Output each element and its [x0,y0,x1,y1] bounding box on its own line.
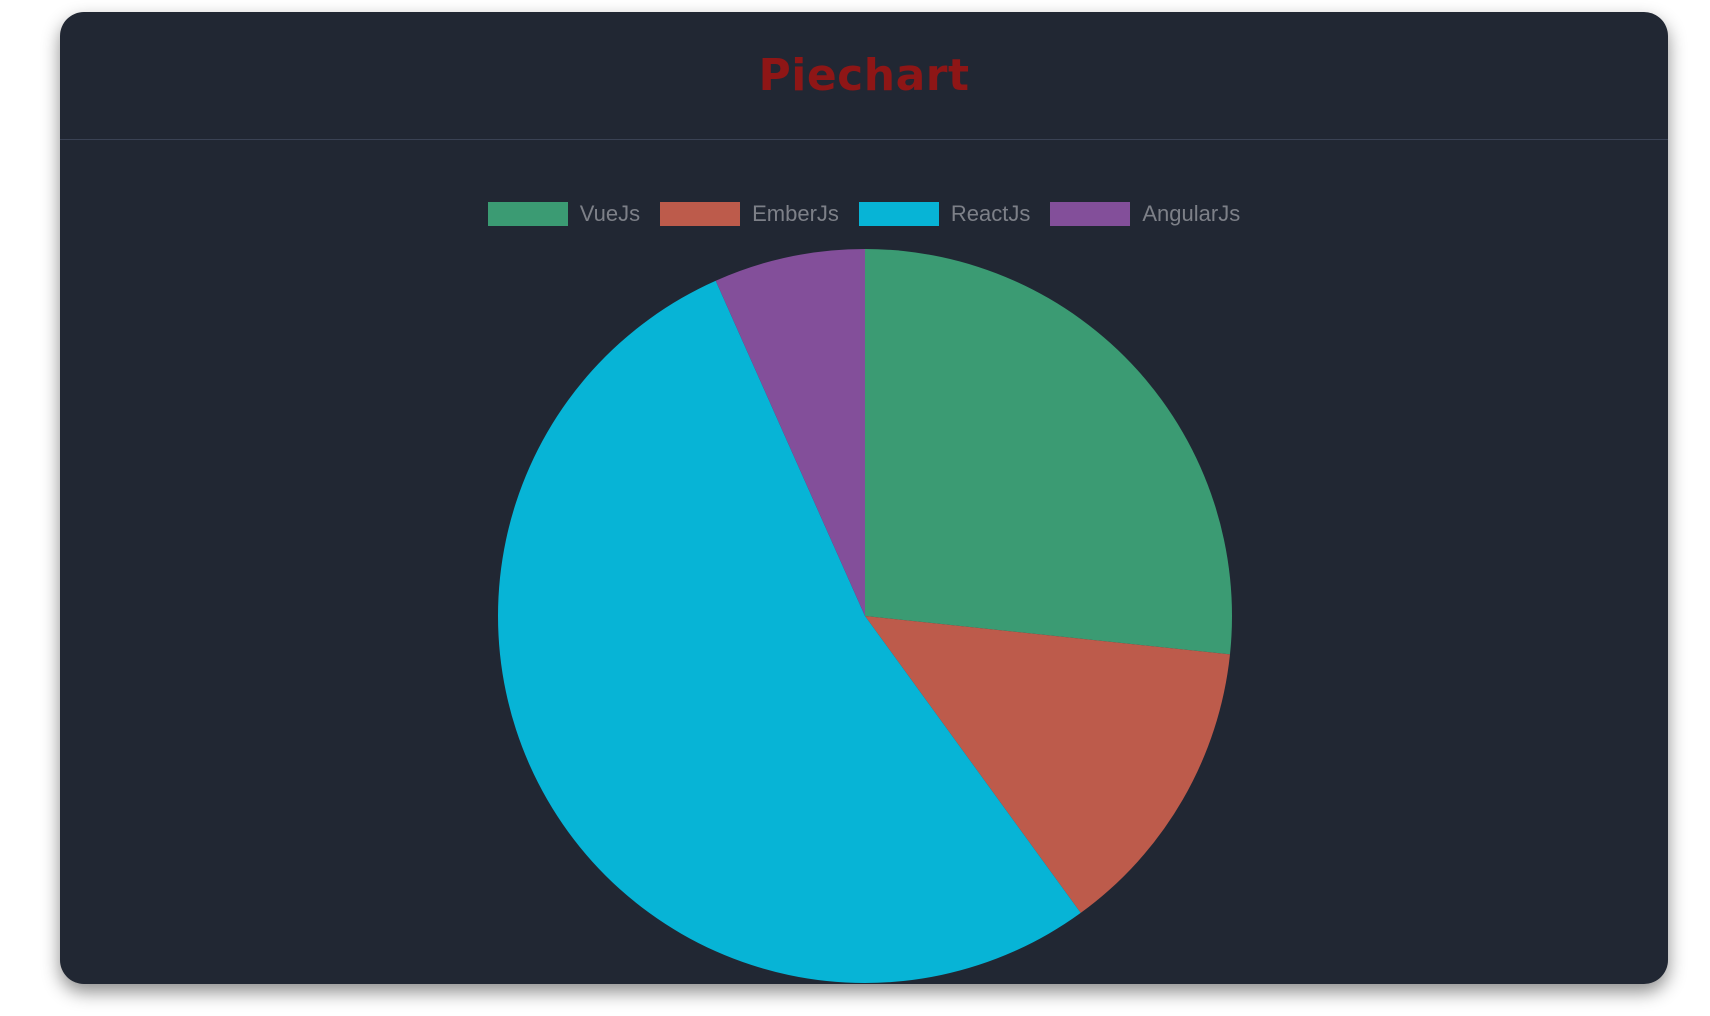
pie-slice-reactjs[interactable] [497,280,1081,983]
legend-swatch [660,202,741,226]
pie-slice-vuejs[interactable] [865,249,1232,655]
legend-swatch [1050,202,1131,226]
chart-card: Piechart VueJs EmberJs ReactJs AngularJs [60,12,1668,984]
legend-label: VueJs [579,201,641,226]
pie-slice-emberjs[interactable] [865,616,1230,913]
chart-title: Piechart [758,50,970,101]
pie-chart [497,249,1232,983]
legend-swatch [487,202,568,226]
legend-item-angularjs[interactable]: AngularJs [1050,201,1240,227]
legend-label: ReactJs [950,201,1031,226]
legend: VueJs EmberJs ReactJs AngularJs [60,201,1668,227]
pie-slice-angularjs[interactable] [715,249,865,616]
legend-item-reactjs[interactable]: ReactJs [858,201,1031,227]
legend-swatch [858,202,939,226]
card-header: Piechart [60,12,1668,140]
legend-item-emberjs[interactable]: EmberJs [660,201,839,227]
legend-item-vuejs[interactable]: VueJs [487,201,641,227]
legend-label: AngularJs [1142,201,1241,226]
legend-label: EmberJs [752,201,839,226]
